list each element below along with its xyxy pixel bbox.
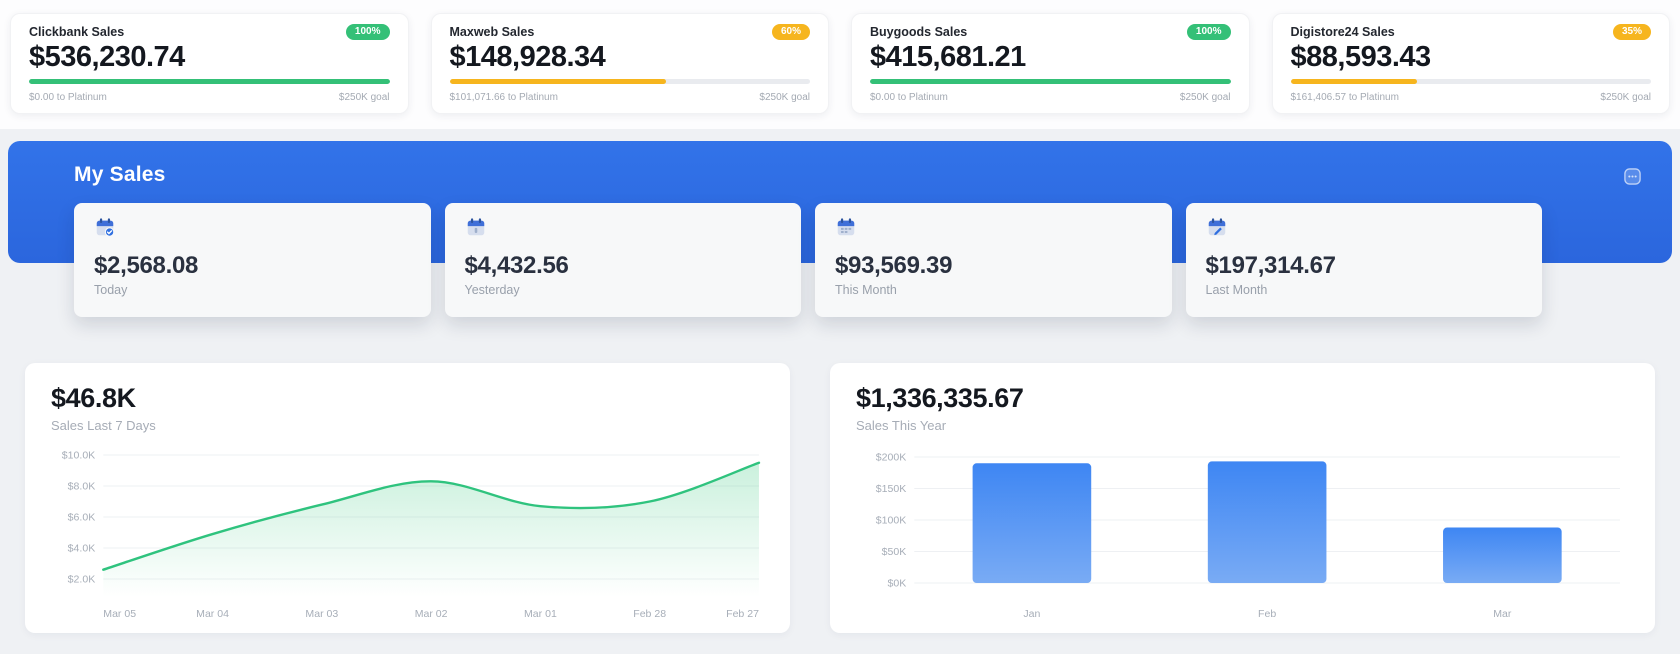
calendar-icon	[465, 218, 487, 242]
svg-text:$200K: $200K	[876, 452, 907, 464]
sales-period-label: Yesterday	[464, 283, 520, 297]
progress-bar	[449, 79, 810, 84]
svg-text:$4.0K: $4.0K	[68, 543, 96, 555]
kpi-card-buygoods[interactable]: Buygoods Sales 100% $415,681.21 $0.00 to…	[851, 13, 1250, 114]
svg-text:Mar 05: Mar 05	[103, 608, 136, 620]
sales-this-year-chart: $200K $150K $100K $50K $0K Jan Feb Mar	[876, 452, 1620, 620]
calendar-check-icon	[94, 218, 116, 242]
calendar-edit-icon	[1206, 218, 1228, 242]
kpi-card-maxweb[interactable]: Maxweb Sales 60% $148,928.34 $101,071.66…	[430, 13, 829, 114]
svg-text:Mar 04: Mar 04	[196, 608, 229, 620]
kpi-title: Maxweb Sales	[449, 25, 535, 39]
progress-bar	[29, 79, 390, 84]
svg-text:Mar 02: Mar 02	[415, 608, 448, 620]
chart-subtitle: Sales Last 7 Days	[51, 418, 156, 433]
kpi-amount: $148,928.34	[449, 41, 606, 73]
calendar-month-icon	[835, 218, 857, 242]
progress-badge: 100%	[1186, 24, 1231, 40]
remaining-to-goal-label: $0.00 to Platinum	[29, 92, 107, 103]
sales-this-year-panel: $1,336,335.67 Sales This Year $200K $150K…	[830, 363, 1655, 633]
goal-label: $250K goal	[338, 92, 390, 103]
kpi-title: Digistore24 Sales	[1290, 25, 1395, 39]
sales-amount: $93,569.39	[835, 252, 953, 279]
goal-label: $250K goal	[1179, 92, 1231, 103]
sales-card-last-month: $197,314.67 Last Month	[1185, 203, 1542, 317]
kpi-card-clickbank[interactable]: Clickbank Sales 100% $536,230.74 $0.00 t…	[10, 13, 409, 114]
svg-text:Mar 01: Mar 01	[524, 608, 557, 620]
goal-label: $250K goal	[759, 92, 810, 103]
progress-badge: 35%	[1612, 24, 1651, 40]
kpi-card-digistore24[interactable]: Digistore24 Sales 35% $88,593.43 $161,40…	[1271, 13, 1670, 114]
sales-card-yesterday: $4,432.56 Yesterday	[444, 203, 801, 317]
my-sales-title: My Sales	[74, 163, 166, 186]
sales-amount: $4,432.56	[464, 252, 569, 279]
remaining-to-goal-label: $0.00 to Platinum	[870, 92, 948, 103]
sales-period-label: Today	[94, 283, 128, 297]
remaining-to-goal-label: $101,071.66 to Platinum	[449, 92, 558, 103]
svg-text:$50K: $50K	[882, 546, 907, 558]
more-options-icon[interactable]	[1623, 167, 1642, 191]
svg-text:$10.0K: $10.0K	[62, 450, 95, 462]
kpi-row: Clickbank Sales 100% $536,230.74 $0.00 t…	[0, 0, 1680, 129]
remaining-to-goal-label: $161,406.57 to Platinum	[1290, 92, 1399, 103]
svg-text:Jan: Jan	[1023, 608, 1040, 620]
charts-row: $46.8K Sales Last 7 Days $10.0K $8.0K $6.0…	[25, 363, 1655, 633]
svg-text:Feb: Feb	[1258, 608, 1276, 620]
kpi-title: Clickbank Sales	[29, 25, 125, 39]
sales-last-7-days-chart: $10.0K $8.0K $6.0K $4.0K $2.0K Mar 05 Mar 04 Ma…	[62, 450, 761, 620]
svg-text:Feb 27: Feb 27	[726, 608, 759, 620]
svg-text:$2.0K: $2.0K	[68, 574, 96, 586]
kpi-title: Buygoods Sales	[870, 25, 968, 39]
sales-period-label: Last Month	[1205, 283, 1268, 297]
svg-text:Mar: Mar	[1493, 608, 1512, 620]
svg-text:Feb 28: Feb 28	[633, 608, 666, 620]
my-sales-section: My Sales $2,568.08 Today	[8, 141, 1672, 321]
progress-badge: 60%	[771, 24, 810, 40]
my-sales-cards: $2,568.08 Today $4,432.56 Yesterday	[74, 203, 1542, 317]
goal-label: $250K goal	[1600, 92, 1651, 103]
sales-amount: $2,568.08	[94, 252, 199, 279]
sales-period-label: This Month	[835, 283, 897, 297]
svg-text:$0K: $0K	[887, 578, 906, 590]
kpi-amount: $536,230.74	[29, 41, 185, 73]
chart-total: $46.8K	[51, 383, 136, 413]
progress-bar	[1290, 79, 1651, 84]
svg-text:Mar 03: Mar 03	[305, 608, 338, 620]
svg-text:$6.0K: $6.0K	[68, 512, 96, 524]
svg-text:$150K: $150K	[876, 483, 907, 495]
svg-text:$100K: $100K	[876, 515, 907, 527]
sales-amount: $197,314.67	[1205, 252, 1336, 279]
chart-subtitle: Sales This Year	[856, 418, 947, 433]
chart-total: $1,336,335.67	[856, 383, 1024, 413]
sales-card-this-month: $93,569.39 This Month	[815, 203, 1172, 317]
progress-bar	[870, 79, 1231, 84]
svg-text:$8.0K: $8.0K	[68, 481, 96, 493]
kpi-amount: $415,681.21	[870, 41, 1026, 73]
kpi-amount: $88,593.43	[1290, 41, 1432, 73]
progress-badge: 100%	[345, 24, 390, 40]
sales-last-7-days-panel: $46.8K Sales Last 7 Days $10.0K $8.0K $6.0…	[25, 363, 790, 633]
sales-card-today: $2,568.08 Today	[74, 203, 431, 317]
